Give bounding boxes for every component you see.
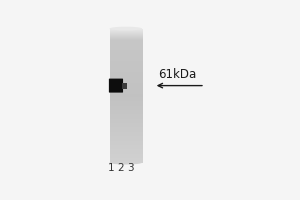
Text: 61kDa: 61kDa [158,68,197,81]
Text: 2: 2 [117,163,124,173]
FancyBboxPatch shape [109,79,123,93]
Text: 3: 3 [127,163,134,173]
Text: 1: 1 [107,163,114,173]
Ellipse shape [110,161,142,165]
Bar [122,83,127,89]
Ellipse shape [110,27,142,31]
